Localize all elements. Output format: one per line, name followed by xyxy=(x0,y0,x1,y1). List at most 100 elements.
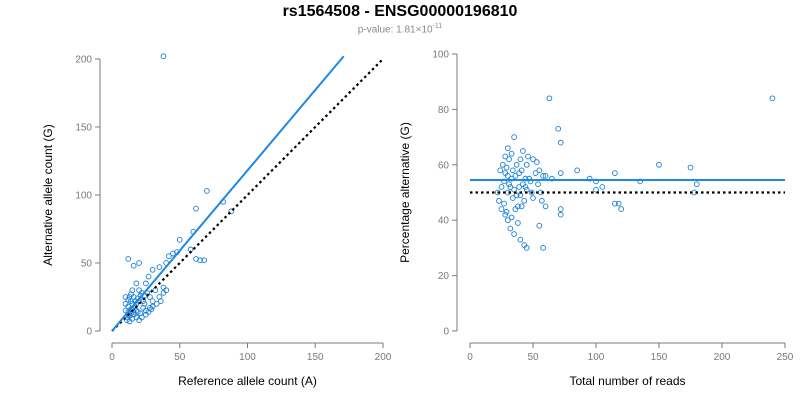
data-point xyxy=(157,298,164,304)
y-tick-label: 200 xyxy=(75,55,92,66)
y-tick-label: 150 xyxy=(75,123,92,134)
data-point xyxy=(506,156,512,163)
data-point xyxy=(525,153,531,160)
data-point xyxy=(148,306,155,313)
data-point xyxy=(557,211,564,218)
data-point xyxy=(555,125,562,132)
data-point xyxy=(145,273,152,280)
y-tick-label: 100 xyxy=(432,50,449,61)
data-point xyxy=(521,197,528,204)
x-tick-label: 0 xyxy=(109,352,115,363)
data-point xyxy=(612,170,618,176)
data-point xyxy=(124,317,130,323)
data-point xyxy=(769,95,776,102)
data-point xyxy=(503,164,510,171)
data-point xyxy=(512,173,519,179)
data-point xyxy=(540,245,546,251)
x-tick-label: 100 xyxy=(239,352,256,363)
data-point xyxy=(513,192,520,199)
data-point xyxy=(593,186,599,193)
data-point xyxy=(517,156,524,163)
data-point xyxy=(530,156,536,163)
pvalue-exponent: -11 xyxy=(432,23,443,30)
data-point xyxy=(133,280,140,287)
data-point xyxy=(515,220,521,226)
data-point xyxy=(501,200,507,207)
data-point xyxy=(147,294,153,300)
data-point xyxy=(160,53,167,60)
data-point xyxy=(125,256,132,262)
y-axis-label: Alternative allele count (G) xyxy=(41,124,55,265)
data-point xyxy=(574,167,580,174)
data-point xyxy=(499,161,506,168)
figure-title: rs1564508 - ENSG00000196810 xyxy=(282,3,518,20)
data-point xyxy=(228,208,235,215)
data-point xyxy=(193,205,199,212)
data-point xyxy=(693,181,700,188)
data-point xyxy=(516,184,522,190)
data-point xyxy=(509,195,516,201)
x-axis-label: Total number of reads xyxy=(569,374,685,388)
data-point xyxy=(527,178,534,185)
y-tick-label: 20 xyxy=(438,271,450,282)
data-point xyxy=(507,184,514,190)
data-point xyxy=(502,211,509,218)
data-point xyxy=(522,175,529,182)
data-point xyxy=(204,188,210,194)
data-point xyxy=(166,253,172,260)
pvalue-text: p-value: 1.81×10 xyxy=(357,24,433,36)
data-point xyxy=(503,209,510,215)
data-point xyxy=(508,150,515,157)
data-point xyxy=(506,181,512,188)
data-point xyxy=(612,200,618,207)
data-point xyxy=(542,203,549,210)
data-point xyxy=(557,206,564,212)
y-tick-label: 0 xyxy=(443,327,449,338)
data-point xyxy=(530,195,536,201)
data-point xyxy=(523,161,530,168)
data-point xyxy=(143,280,149,287)
data-point xyxy=(536,167,543,174)
data-point xyxy=(507,225,514,232)
data-point xyxy=(508,175,515,182)
data-point xyxy=(149,266,156,273)
x-tick-label: 150 xyxy=(651,352,668,363)
data-point xyxy=(170,250,176,257)
data-point xyxy=(516,170,522,176)
data-point xyxy=(546,95,553,102)
data-point xyxy=(134,309,141,315)
data-point xyxy=(156,264,163,270)
data-point xyxy=(130,309,137,315)
data-point xyxy=(130,262,137,269)
reference-line xyxy=(111,58,384,332)
data-point xyxy=(517,236,524,243)
data-point xyxy=(557,170,564,176)
y-tick-label: 50 xyxy=(81,259,93,270)
x-tick-label: 50 xyxy=(174,352,186,363)
data-point xyxy=(521,242,528,248)
data-point xyxy=(201,257,207,264)
data-point xyxy=(496,197,502,204)
data-point xyxy=(538,197,545,204)
x-tick-label: 200 xyxy=(375,352,392,363)
y-tick-label: 80 xyxy=(438,105,450,116)
data-point xyxy=(533,159,540,165)
data-point xyxy=(512,206,519,212)
data-point xyxy=(637,178,643,185)
x-tick-label: 50 xyxy=(527,352,539,363)
data-point xyxy=(125,296,132,303)
data-point xyxy=(136,260,142,266)
y-tick-label: 100 xyxy=(75,191,92,202)
data-point xyxy=(498,206,505,212)
data-point xyxy=(126,294,133,300)
data-point xyxy=(149,303,156,310)
data-point xyxy=(197,257,203,264)
data-point xyxy=(502,153,509,160)
x-tick-label: 100 xyxy=(588,352,605,363)
data-point xyxy=(528,189,535,196)
fit-line xyxy=(111,55,345,332)
data-point xyxy=(140,305,147,311)
data-point xyxy=(511,231,517,237)
data-point xyxy=(504,217,511,224)
